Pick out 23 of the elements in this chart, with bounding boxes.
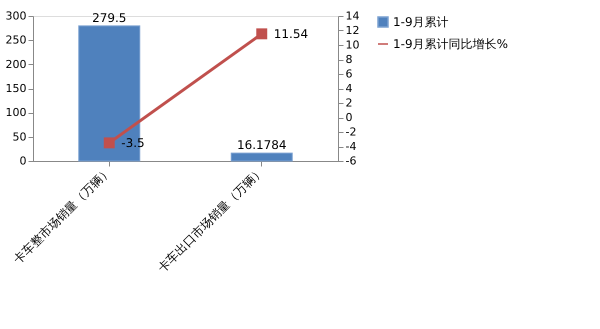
y-tick-label: 300 [6,10,26,22]
y2-tick-label: 10 [346,38,360,52]
y-tick-label: 150 [6,82,26,95]
data-label: 11.54 [274,26,308,41]
y-tick-label: 100 [6,106,26,120]
y2-tick-label: 8 [346,53,352,66]
y-tick-label: 200 [6,58,26,71]
y2-tick-label: 14 [346,10,360,22]
y2-tick-label: -4 [346,140,356,153]
legend-label: 1-9月累计同比增长% [393,37,508,51]
legend-label: 1-9月累计 [393,15,449,29]
y2-tick-label: 0 [346,111,352,124]
y2-tick-label: -6 [346,154,356,168]
data-label: 16.1784 [236,138,287,152]
y2-tick-label: 12 [346,24,360,37]
y2-tick-label: 2 [346,96,352,110]
y2-tick-label: 6 [346,68,352,80]
y-tick-label: 50 [12,130,26,144]
y-tick-label: 250 [6,34,26,47]
x-tick-label: 卡车出口市场销量（万辆） [154,164,267,276]
data-label: 279.5 [92,10,126,25]
y2-tick-label: 4 [346,82,352,95]
y2-tick-label: -2 [346,126,356,138]
